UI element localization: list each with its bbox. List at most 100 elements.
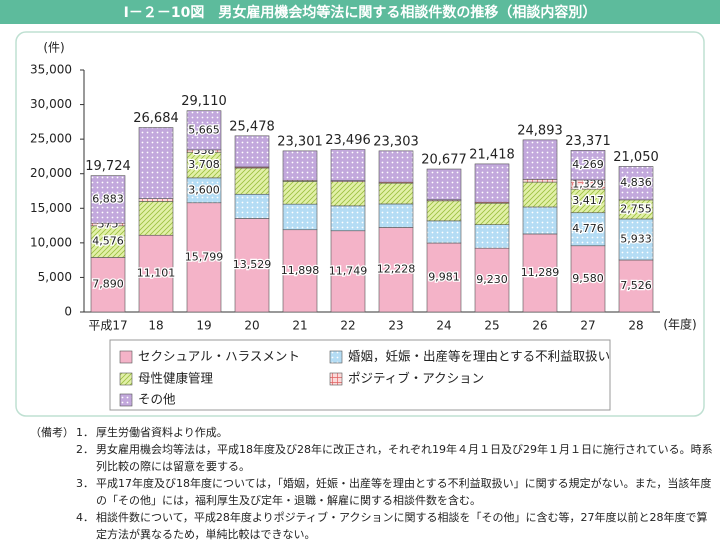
note-number: 2． [76, 443, 94, 456]
legend-swatch [329, 350, 343, 364]
legend-label: その他 [138, 392, 176, 407]
bar-segment [474, 224, 510, 249]
bar-segment [378, 182, 414, 205]
total-label: 25,478 [229, 119, 275, 134]
x-tick-label: 23 [388, 319, 403, 333]
bar-segment [138, 201, 174, 236]
note-item: 3． 平成17年度及び18年度については，「婚姻，妊娠・出産等を理由とする不利益取… [30, 475, 714, 509]
total-label: 23,303 [373, 134, 419, 149]
bar-segment [186, 110, 222, 151]
note-number: 3． [76, 477, 94, 490]
legend-label: 母性健康管理 [138, 371, 214, 386]
bar-segment [282, 203, 318, 231]
x-tick-label: 20 [244, 319, 259, 333]
value-label: 12,228 [377, 263, 416, 276]
title-bar [0, 0, 720, 24]
total-label: 24,893 [517, 123, 563, 138]
y-tick-label: 5,000 [38, 270, 72, 284]
bar-segment [186, 177, 222, 204]
bar-segment [234, 167, 270, 195]
bar-segment [282, 181, 318, 205]
bar-segment [138, 127, 174, 199]
note-heading: （備考） [30, 426, 74, 439]
y-tick-label: 15,000 [30, 201, 72, 215]
bar-segment [426, 220, 462, 244]
total-label: 23,301 [277, 134, 323, 149]
x-tick-label: 21 [292, 319, 307, 333]
bar-segment [426, 200, 462, 222]
bar-segment [426, 168, 462, 201]
note-item: 2． 男女雇用機会均等法は，平成18年度及び28年に改正され，それぞれ19年４月１… [30, 441, 714, 475]
bar-segment [522, 206, 558, 235]
total-label: 19,724 [85, 159, 131, 174]
value-label: 7,890 [92, 278, 124, 291]
total-label: 21,418 [469, 147, 515, 162]
note-item: （備考） 1． 厚生労働省資料より作成。 [30, 424, 714, 441]
bar-segment [138, 198, 174, 202]
y-tick-label: 25,000 [30, 132, 72, 146]
bar-segment [138, 234, 174, 313]
value-label: 15,799 [185, 250, 224, 263]
value-label: 2,755 [620, 202, 652, 215]
value-label: 5,933 [620, 232, 652, 245]
y-tick-label: 20,000 [30, 166, 72, 180]
value-label: 4,836 [620, 176, 652, 189]
notes: （備考） 1． 厚生労働省資料より作成。 2． 男女雇用機会均等法は，平成18年度及び2… [30, 424, 714, 543]
legend-frame [109, 339, 611, 411]
bar-segment [330, 149, 366, 181]
value-label: 6,883 [92, 192, 124, 205]
note-item: 4． 相談件数について，平成28年度よりポジティブ・アクションに関する相談を「その… [30, 509, 714, 543]
x-unit: (年度) [663, 317, 696, 332]
total-label: 26,684 [133, 111, 179, 126]
bar-segment [330, 181, 366, 207]
note-number: 1． [76, 426, 94, 439]
value-label: 13,529 [233, 258, 272, 271]
chart-title: Ⅰ－２－10図 男女雇用機会均等法に関する相談件数の推移（相談内容別） [124, 4, 597, 21]
value-label: 4,576 [92, 235, 124, 248]
x-tick-label: 28 [628, 319, 643, 333]
bar-segment [570, 212, 606, 247]
spacer [30, 441, 76, 475]
x-tick-label: 25 [484, 319, 499, 333]
legend-swatch [329, 372, 343, 386]
bar-segment [618, 166, 654, 201]
x-tick-label: 22 [340, 319, 355, 333]
note-text: 男女雇用機会均等法は，平成18年度及び28年に改正され，それぞれ19年４月１日及… [96, 443, 713, 473]
bar-segment [474, 202, 510, 225]
legend-label: セクシュアル・ハラスメント [138, 349, 300, 364]
legend-swatch [119, 393, 133, 407]
legend-label: ポジティブ・アクション [348, 371, 484, 386]
bar-segment [234, 135, 270, 168]
value-label: 9,981 [428, 270, 460, 283]
bar-segment [474, 247, 510, 313]
value-label: 9,580 [572, 272, 604, 285]
total-label: 29,110 [181, 94, 227, 109]
chart: Ⅰ－２－10図 男女雇用機会均等法に関する相談件数の推移（相談内容別） (件) … [0, 0, 720, 417]
chart-frame [15, 31, 705, 417]
x-tick-label: 19 [196, 319, 211, 333]
bar-segment [522, 179, 558, 183]
note-text: 平成17年度及び18年度については，「婚姻，妊娠・出産等を理由とする不利益取扱い… [96, 477, 712, 507]
bar-segment [378, 227, 414, 313]
bar-segment [522, 181, 558, 208]
legend-swatch [119, 350, 133, 364]
bar-segment [618, 259, 654, 313]
y-tick-label: 10,000 [30, 235, 72, 249]
x-tick-label: 24 [436, 319, 451, 333]
bar-segment [378, 150, 414, 183]
note-text: 相談件数について，平成28年度よりポジティブ・アクションに関する相談を「その他」… [96, 511, 708, 541]
note-text: 厚生労働省資料より作成。 [96, 426, 228, 439]
y-tick-label: 30,000 [30, 97, 72, 111]
x-tick-label: 27 [580, 319, 595, 333]
bar-segment [570, 245, 606, 313]
value-label: 11,101 [137, 267, 176, 280]
legend-label: 婚姻，妊娠・出産等を理由とする不利益取扱い [348, 349, 610, 364]
value-label: 3,417 [572, 194, 604, 207]
spacer [30, 509, 76, 543]
bar-segment [282, 229, 318, 313]
bar-segment [426, 242, 462, 313]
y-tick-label: 35,000 [30, 63, 72, 77]
bar-segment [378, 203, 414, 228]
value-label: 11,289 [521, 266, 560, 279]
x-tick-label: 18 [148, 319, 163, 333]
